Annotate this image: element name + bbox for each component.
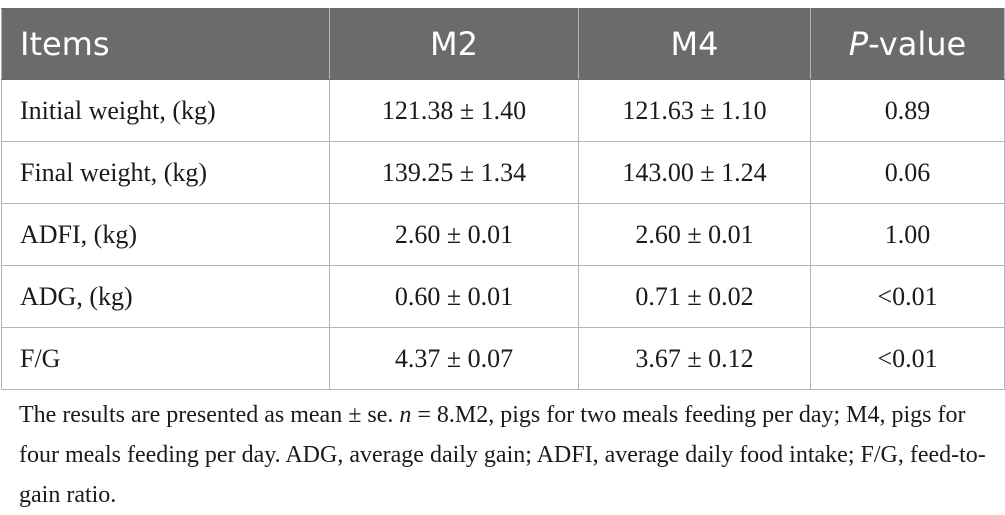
header-p-value: P-value [810, 8, 1005, 80]
footnote-n-symbol: n [399, 402, 412, 428]
cell-m2: 4.37 ± 0.07 [329, 327, 579, 390]
header-items: Items [1, 8, 330, 80]
cell-item: ADG, (kg) [1, 265, 330, 328]
cell-p-value: 0.06 [810, 141, 1005, 204]
table-row: Initial weight, (kg) 121.38 ± 1.40 121.6… [1, 79, 1005, 142]
cell-m4: 2.60 ± 0.01 [578, 203, 811, 266]
table-header: Items M2 M4 P-value [1, 8, 1005, 80]
cell-m4: 0.71 ± 0.02 [578, 265, 811, 328]
header-m4: M4 [578, 8, 811, 80]
cell-m4: 143.00 ± 1.24 [578, 141, 811, 204]
table-row: ADFI, (kg) 2.60 ± 0.01 2.60 ± 0.01 1.00 [1, 203, 1005, 266]
footnote-text-1: The results are presented as mean ± se. [19, 402, 400, 428]
cell-m4: 3.67 ± 0.12 [578, 327, 811, 390]
results-table: Items M2 M4 P-value Initial weight, (kg)… [1, 8, 1005, 390]
cell-p-value: <0.01 [810, 265, 1005, 328]
cell-m2: 121.38 ± 1.40 [329, 79, 579, 142]
cell-p-value: 0.89 [810, 79, 1005, 142]
header-m2: M2 [329, 8, 579, 80]
cell-item: F/G [1, 327, 330, 390]
table-row: F/G 4.37 ± 0.07 3.67 ± 0.12 <0.01 [1, 327, 1005, 390]
cell-m2: 0.60 ± 0.01 [329, 265, 579, 328]
table-row: ADG, (kg) 0.60 ± 0.01 0.71 ± 0.02 <0.01 [1, 265, 1005, 328]
table-row: Final weight, (kg) 139.25 ± 1.34 143.00 … [1, 141, 1005, 204]
cell-m2: 139.25 ± 1.34 [329, 141, 579, 204]
footnote-text-2: = 8.M2, pigs for two meals feeding per d… [19, 402, 986, 508]
cell-m4: 121.63 ± 1.10 [578, 79, 811, 142]
cell-item: ADFI, (kg) [1, 203, 330, 266]
p-symbol: P [848, 25, 869, 63]
cell-p-value: <0.01 [810, 327, 1005, 390]
cell-m2: 2.60 ± 0.01 [329, 203, 579, 266]
p-value-suffix: -value [868, 25, 967, 63]
cell-item: Initial weight, (kg) [1, 79, 330, 142]
table-footnote: The results are presented as mean ± se. … [19, 395, 994, 515]
table-body: Initial weight, (kg) 121.38 ± 1.40 121.6… [1, 79, 1005, 390]
cell-item: Final weight, (kg) [1, 141, 330, 204]
header-row: Items M2 M4 P-value [1, 8, 1005, 80]
cell-p-value: 1.00 [810, 203, 1005, 266]
